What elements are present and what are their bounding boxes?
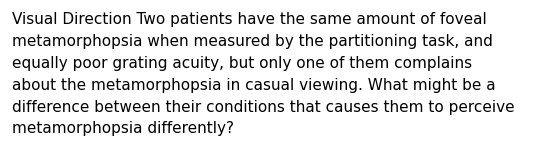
Text: Visual Direction Two patients have the same amount of foveal
metamorphopsia when: Visual Direction Two patients have the s… <box>12 12 515 136</box>
